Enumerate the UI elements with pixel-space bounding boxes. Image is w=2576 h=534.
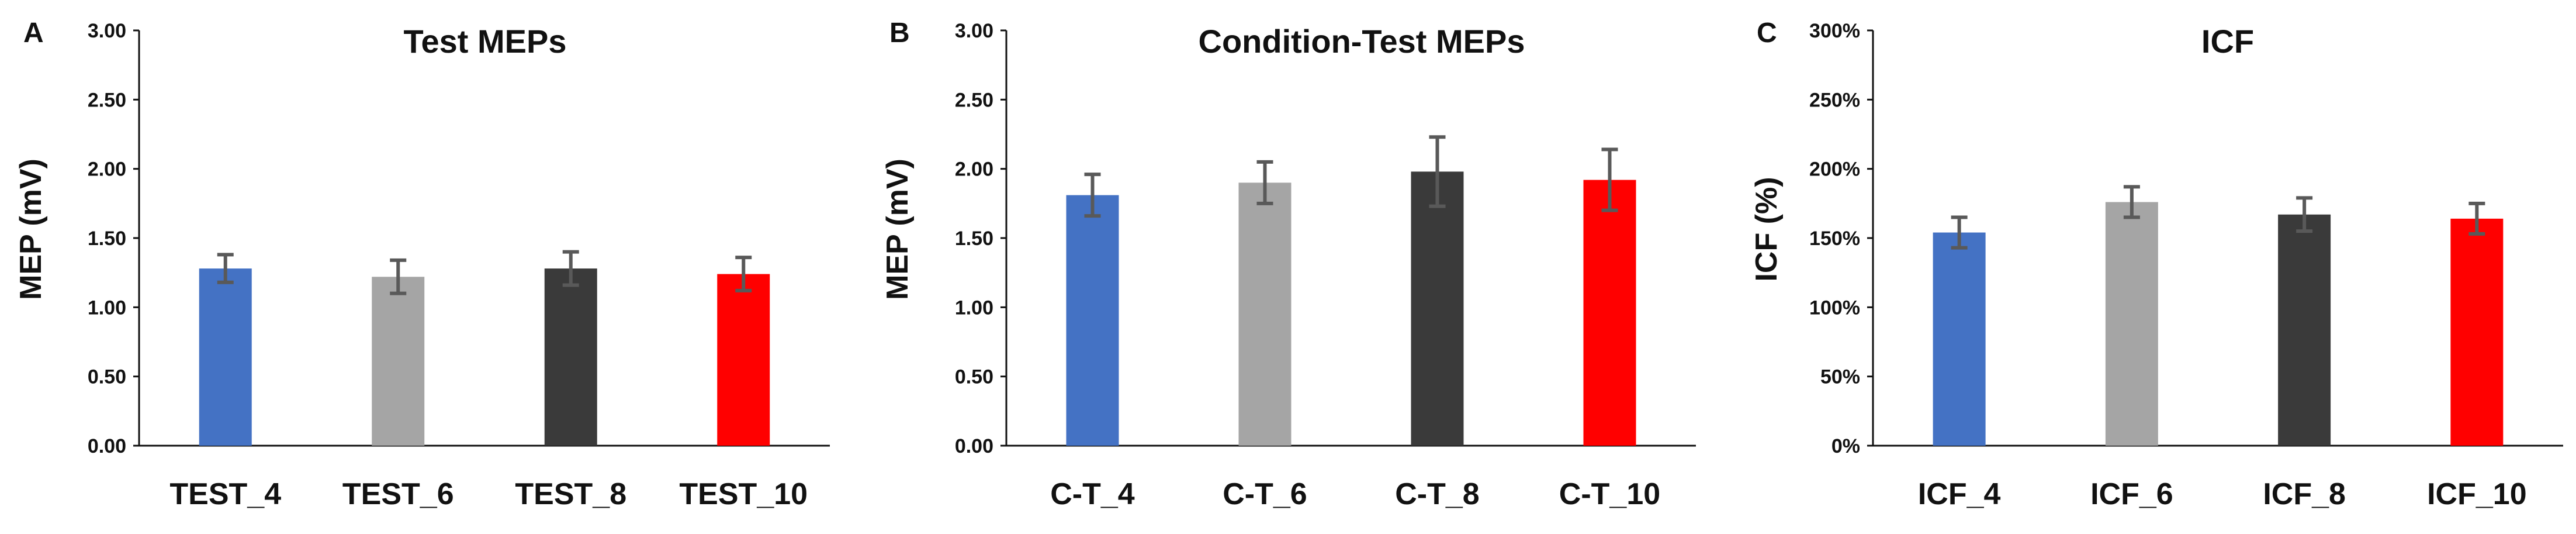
bar-test-4	[199, 268, 252, 446]
bar-test-8	[544, 268, 597, 446]
x-category-label: ICF_10	[2427, 477, 2527, 511]
error-bar	[390, 258, 407, 295]
bar-test-6	[372, 277, 425, 446]
bar-icf-10	[2450, 218, 2504, 446]
y-tick-label: 200%	[1809, 159, 1860, 181]
x-category-label: C-T_8	[1395, 477, 1479, 511]
y-tick-label: 150%	[1809, 228, 1860, 250]
y-tick-label: 2.00	[88, 159, 126, 181]
bar-c-t-6	[1238, 182, 1292, 446]
error-bar	[1601, 147, 1618, 212]
error-bar	[2468, 201, 2485, 236]
y-tick-label: 2.50	[88, 89, 126, 111]
bar-icf-8	[2278, 214, 2331, 446]
y-tick-label: 0.00	[88, 435, 126, 457]
y-tick-label: 2.00	[955, 159, 993, 181]
error-bar	[1084, 173, 1101, 218]
error-bar	[217, 253, 234, 284]
error-bar	[562, 250, 579, 287]
y-tick-label: 1.00	[88, 297, 126, 319]
panel-b: B Condition-Test MEPs MEP (mV) 0.00 0.50 1…	[881, 18, 1696, 511]
y-tick-label: 50%	[1820, 366, 1860, 388]
bar-icf-6	[2105, 202, 2158, 446]
chart-title-a: Test MEPs	[403, 23, 566, 60]
y-tick-label: 1.50	[88, 228, 126, 250]
error-bar	[735, 256, 752, 292]
x-category-label: ICF_8	[2263, 477, 2346, 511]
bar-c-t-8	[1411, 171, 1464, 446]
y-tick-label: 0.50	[955, 366, 993, 388]
panel-letter-a: A	[23, 18, 44, 49]
y-tick-label: 3.00	[955, 20, 993, 42]
y-axis-label-a: MEP (mV)	[14, 159, 48, 300]
x-category-label: C-T_6	[1223, 477, 1307, 511]
y-tick-label: 2.50	[955, 89, 993, 111]
y-tick-label: 0.00	[955, 435, 993, 457]
x-category-label: ICF_4	[1918, 477, 2001, 511]
bar-c-t-4	[1066, 195, 1119, 446]
x-category-label: TEST_8	[515, 477, 626, 511]
bar-c-t-10	[1583, 180, 1636, 446]
y-axis-label-c: ICF (%)	[1750, 177, 1784, 281]
y-tick-label: 250%	[1809, 89, 1860, 111]
x-category-label: ICF_6	[2090, 477, 2173, 511]
bar-test-10	[717, 274, 770, 446]
x-category-label: TEST_10	[679, 477, 808, 511]
panel-c: C ICF ICF (%) 0%50%100%150%200%250%300% …	[1750, 18, 2563, 511]
error-bar	[1256, 160, 1273, 205]
error-bar	[1429, 135, 1446, 208]
error-bar	[2123, 185, 2140, 219]
chart-title-b: Condition-Test MEPs	[1199, 23, 1525, 60]
y-tick-label: 3.00	[88, 20, 126, 42]
bar-icf-4	[1933, 232, 1986, 446]
panel-a: A Test MEPs MEP (mV) 0.00 0.50 1.00 1.50 2.0…	[14, 18, 830, 511]
x-category-label: C-T_4	[1050, 477, 1135, 511]
x-category-label: TEST_6	[342, 477, 454, 511]
panel-letter-b: B	[889, 18, 910, 49]
y-tick-label: 300%	[1809, 20, 1860, 42]
y-tick-label: 1.50	[955, 228, 993, 250]
y-tick-label: 1.00	[955, 297, 993, 319]
x-category-label: C-T_10	[1559, 477, 1660, 511]
error-bar	[2296, 196, 2313, 233]
chart-title-c: ICF	[2201, 23, 2254, 60]
panel-letter-c: C	[1757, 18, 1777, 49]
y-axis-label-b: MEP (mV)	[881, 159, 915, 300]
y-tick-label: 0.50	[88, 366, 126, 388]
y-tick-label: 100%	[1809, 297, 1860, 319]
error-bar	[1951, 215, 1968, 250]
y-tick-label: 0%	[1831, 435, 1860, 457]
x-category-label: TEST_4	[169, 477, 281, 511]
